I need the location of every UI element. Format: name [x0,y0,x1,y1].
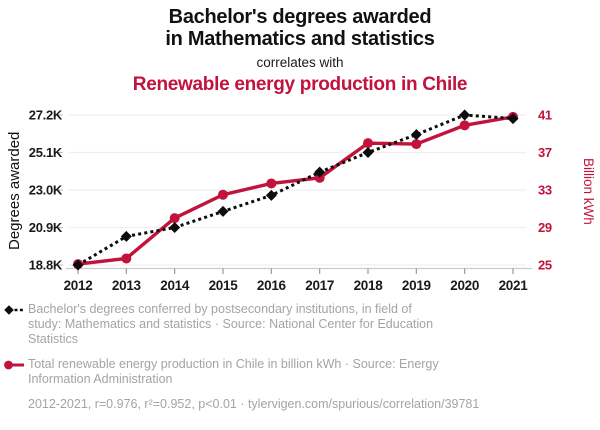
chart-title-secondary: Renewable energy production in Chile [132,74,468,95]
data-point-degrees [410,129,422,141]
data-point-degrees [459,109,471,121]
right-tick-label: 37 [538,145,552,160]
data-point-degrees [120,230,132,242]
legend-item-energy: Total renewable energy production in Chi… [3,357,563,387]
chart-title-line1: Bachelor's degrees awarded [168,6,432,28]
x-tick-label: 2019 [402,278,431,293]
left-axis-title: Degrees awarded [6,131,23,251]
x-tick-label: 2020 [450,278,479,293]
data-point-degrees [314,166,326,178]
data-point-energy [508,111,518,122]
left-tick-label: 25.1K [29,145,63,160]
data-point-degrees [169,222,181,233]
x-tick-label: 2012 [64,278,93,293]
right-axis-title: Billion kWh [581,157,596,225]
correlates-with-label: correlates with [256,55,344,70]
left-tick-label: 20.9K [29,220,63,235]
x-tick-label: 2014 [160,278,190,293]
energy-series-icon [4,360,24,370]
data-point-energy [411,139,422,150]
data-point-energy [363,138,373,149]
series-line-degrees [77,113,514,267]
data-point-degrees [507,113,519,125]
left-tick-label: 23.0K [29,183,63,198]
x-tick-label: 2013 [112,278,142,293]
data-point-energy [121,253,132,264]
chart-title-line2: in Mathematics and statistics [165,28,435,50]
degrees-series-icon [4,305,25,315]
right-tick-label: 41 [538,108,552,123]
x-tick-label: 2016 [257,278,287,293]
legend-text-degrees: Bachelor's degrees conferred by postseco… [28,302,434,346]
right-tick-label: 33 [538,183,552,198]
left-tick-label: 18.8K [29,258,63,273]
data-point-energy [459,120,470,131]
x-tick-label: 2017 [305,278,334,293]
data-point-energy [169,213,180,224]
data-point-energy [73,259,83,270]
x-tick-label: 2018 [354,278,384,293]
legend-footnote: 2012-2021, r=0.976, r²=0.952, p<0.01 · t… [28,397,480,411]
data-point-degrees [72,259,84,271]
left-tick-label: 27.2K [29,108,63,123]
data-point-degrees [362,147,374,158]
legend: Bachelor's degrees conferred by postseco… [3,302,563,412]
right-tick-label: 25 [538,258,552,273]
data-point-degrees [217,205,229,217]
legend-text-energy: Total renewable energy production in Chi… [28,357,439,386]
legend-item-degrees: Bachelor's degrees conferred by postseco… [3,302,563,347]
data-point-energy [314,172,325,183]
right-tick-label: 29 [538,220,552,235]
x-tick-label: 2015 [209,278,239,293]
data-point-energy [266,178,277,189]
data-point-degrees [265,189,277,201]
x-tick-label: 2021 [499,278,529,293]
series-line-energy [77,115,514,266]
data-point-energy [218,189,228,200]
